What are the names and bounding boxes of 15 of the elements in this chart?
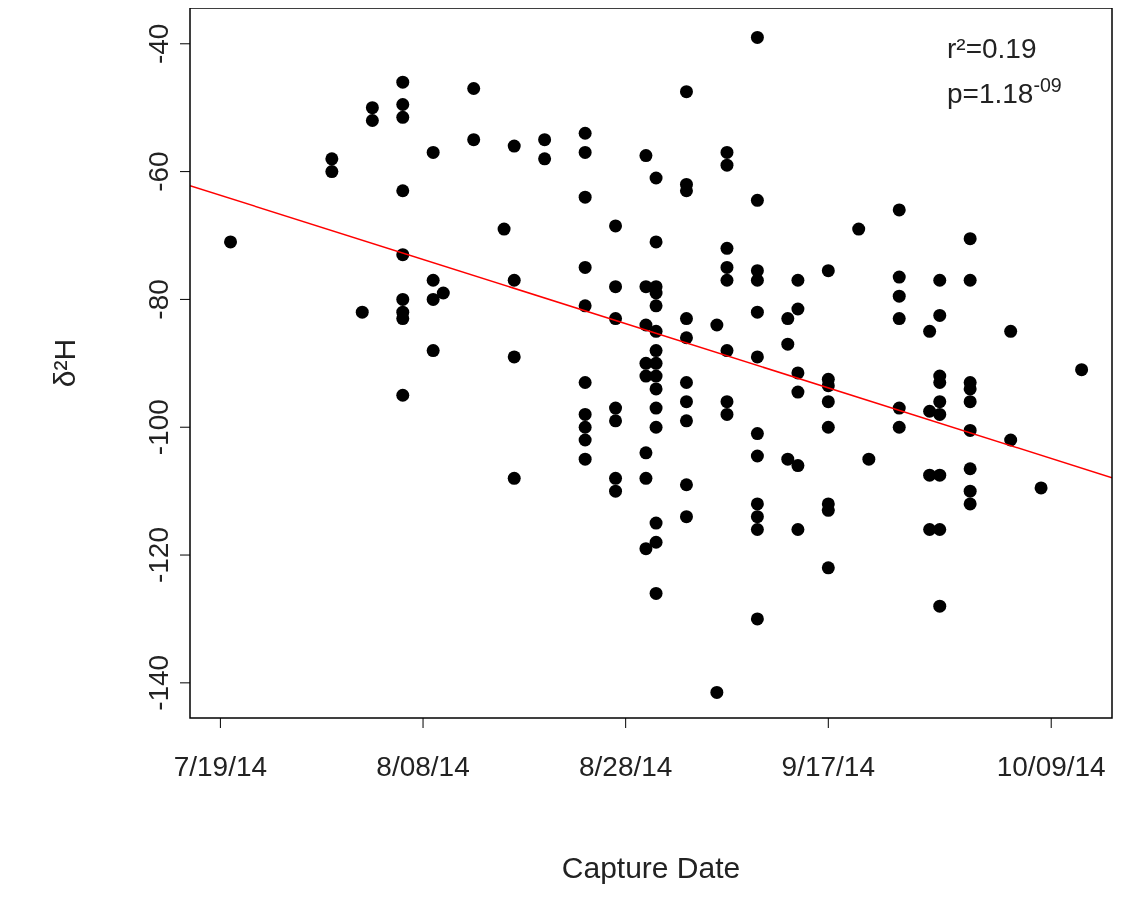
x-axis-title: Capture Date [561,851,741,884]
annotation: p=1.18$^{-09}$ [947,74,1062,109]
annotation: r²=0.19 [947,33,1037,64]
y-tick-label: -140 [143,654,174,711]
x-tick-label: 7/19/14 [173,751,268,782]
y-tick-label: -80 [143,279,174,320]
x-tick-label: 9/17/14 [781,751,876,782]
y-tick-label: -60 [143,151,174,192]
y-tick-label: -40 [143,23,174,65]
y-tick-label: -100 [143,399,174,456]
x-tick-label: 10/09/14 [996,751,1106,782]
y-tick-label: -120 [143,527,174,584]
x-tick-label: 8/08/14 [376,751,470,782]
x-tick-label: 8/28/14 [578,751,673,782]
y-axis-title: δ²H [48,338,81,388]
